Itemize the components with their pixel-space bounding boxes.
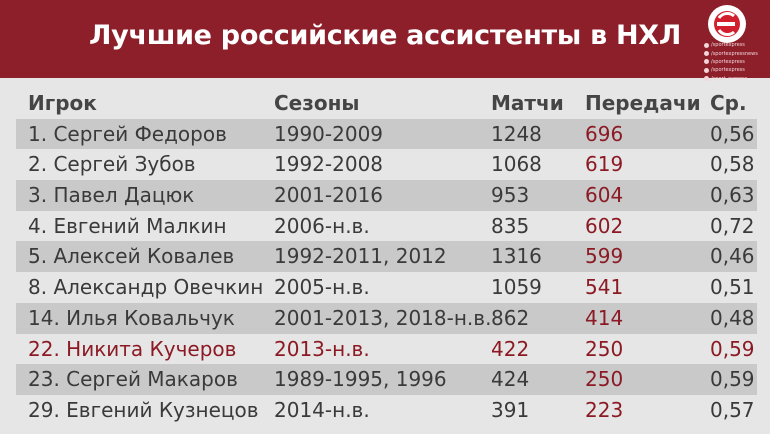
cell-games: 422 bbox=[491, 336, 530, 361]
cell-player: 14. Илья Ковальчук bbox=[28, 305, 235, 330]
cell-assists: 604 bbox=[585, 183, 624, 208]
cell-ratio: 0,63 bbox=[710, 183, 755, 208]
cell-player: 5. Алексей Ковалев bbox=[28, 244, 235, 269]
cell-games: 1068 bbox=[491, 152, 542, 177]
cell-player: 1. Сергей Федоров bbox=[28, 121, 227, 146]
cell-seasons: 2005-н.в. bbox=[274, 275, 370, 300]
cell-assists: 541 bbox=[585, 275, 624, 300]
social-handle: /sportexpress bbox=[711, 67, 745, 74]
column-header-assists: Передачи bbox=[585, 91, 701, 115]
social-network-icon bbox=[704, 42, 709, 48]
cell-seasons: 2001-2016 bbox=[274, 183, 384, 208]
cell-player: 2. Сергей Зубов bbox=[28, 152, 196, 177]
column-header-games: Матчи bbox=[491, 91, 564, 115]
cell-player: 29. Евгений Кузнецов bbox=[28, 397, 259, 422]
cell-games: 424 bbox=[491, 367, 530, 392]
cell-seasons: 1989-1995, 1996 bbox=[274, 367, 447, 392]
cell-seasons: 2006-н.в. bbox=[274, 213, 370, 238]
cell-assists: 414 bbox=[585, 305, 624, 330]
column-header-ratio: Ср. bbox=[710, 91, 747, 115]
cell-player: 4. Евгений Малкин bbox=[28, 213, 227, 238]
cell-player: 23. Сергей Макаров bbox=[28, 367, 238, 392]
social-network-icon bbox=[704, 67, 709, 73]
table-row: 14. Илья Ковальчук 2001-2013, 2018-н.в. 86… bbox=[16, 302, 757, 334]
social-link[interactable]: /sportexpress bbox=[704, 41, 768, 49]
sport-express-logo-icon bbox=[707, 4, 747, 44]
social-handle: /sportexpress bbox=[711, 58, 745, 65]
table-row: 22. Никита Кучеров 2013-н.в. 422 250 0,59 bbox=[16, 334, 757, 365]
social-network-icon bbox=[704, 59, 709, 65]
social-handle: /sportexpressnews bbox=[711, 50, 758, 57]
cell-ratio: 0,59 bbox=[710, 336, 755, 361]
table-header: Игрок Сезоны Матчи Передачи Ср. bbox=[16, 88, 757, 119]
cell-assists: 223 bbox=[585, 397, 624, 422]
social-network-icon bbox=[704, 51, 709, 57]
cell-seasons: 2014-н.в. bbox=[274, 397, 370, 422]
table-row: 3. Павел Дацюк 2001-2016 953 604 0,63 bbox=[16, 180, 757, 211]
column-header-seasons: Сезоны bbox=[274, 91, 360, 115]
cell-games: 953 bbox=[491, 183, 530, 208]
cell-ratio: 0,46 bbox=[710, 244, 755, 269]
social-handle: /sportexpress bbox=[711, 42, 745, 49]
column-header-player: Игрок bbox=[28, 91, 97, 115]
table-row: 2. Сергей Зубов 1992-2008 1068 619 0,58 bbox=[16, 149, 757, 180]
cell-assists: 250 bbox=[585, 336, 624, 361]
cell-ratio: 0,48 bbox=[710, 305, 755, 330]
cell-player: 8. Александр Овечкин bbox=[28, 275, 264, 300]
cell-seasons: 1990-2009 bbox=[274, 121, 384, 146]
cell-ratio: 0,56 bbox=[710, 121, 755, 146]
cell-ratio: 0,51 bbox=[710, 275, 755, 300]
cell-assists: 599 bbox=[585, 244, 624, 269]
table-row: 8. Александр Овечкин 2005-н.в. 1059 541 0,51 bbox=[16, 272, 757, 303]
cell-seasons: 1992-2008 bbox=[274, 152, 384, 177]
cell-games: 835 bbox=[491, 213, 530, 238]
social-link[interactable]: /sportexpress bbox=[704, 66, 768, 74]
cell-assists: 619 bbox=[585, 152, 624, 177]
cell-assists: 602 bbox=[585, 213, 624, 238]
assists-table: Игрок Сезоны Матчи Передачи Ср. 1. Серге… bbox=[16, 88, 757, 426]
table-row: 4. Евгений Малкин 2006-н.в. 835 602 0,72 bbox=[16, 211, 757, 242]
social-network-icon bbox=[704, 76, 709, 82]
table-row: 29. Евгений Кузнецов 2014-н.в. 391 223 0,57 bbox=[16, 395, 757, 426]
cell-ratio: 0,57 bbox=[710, 397, 755, 422]
cell-games: 1316 bbox=[491, 244, 542, 269]
social-links: /sportexpress/sportexpressnews/sportexpr… bbox=[704, 41, 768, 83]
cell-games: 862 bbox=[491, 305, 530, 330]
cell-seasons: 1992-2011, 2012 bbox=[274, 244, 447, 269]
social-handle: /sport_express bbox=[711, 75, 748, 82]
table-row: 1. Сергей Федоров 1990-2009 1248 696 0,56 bbox=[16, 118, 757, 150]
cell-ratio: 0,58 bbox=[710, 152, 755, 177]
table-row: 5. Алексей Ковалев 1992-2011, 2012 1316 599… bbox=[16, 241, 757, 273]
cell-games: 1248 bbox=[491, 121, 542, 146]
cell-games: 1059 bbox=[491, 275, 542, 300]
header-bar bbox=[0, 0, 770, 78]
cell-seasons: 2001-2013, 2018-н.в. bbox=[274, 305, 492, 330]
cell-seasons: 2013-н.в. bbox=[274, 336, 370, 361]
cell-player: 22. Никита Кучеров bbox=[28, 336, 237, 361]
page-title: Лучшие российские ассистенты в НХЛ bbox=[89, 20, 681, 51]
social-link[interactable]: /sportexpress bbox=[704, 58, 768, 66]
cell-assists: 696 bbox=[585, 121, 624, 146]
cell-games: 391 bbox=[491, 397, 530, 422]
cell-ratio: 0,72 bbox=[710, 213, 755, 238]
cell-assists: 250 bbox=[585, 367, 624, 392]
table-row: 23. Сергей Макаров 1989-1995, 1996 424 250 0… bbox=[16, 364, 757, 395]
social-link[interactable]: /sportexpressnews bbox=[704, 49, 768, 57]
social-link[interactable]: /sport_express bbox=[704, 75, 768, 83]
cell-ratio: 0,59 bbox=[710, 367, 755, 392]
cell-player: 3. Павел Дацюк bbox=[28, 183, 195, 208]
